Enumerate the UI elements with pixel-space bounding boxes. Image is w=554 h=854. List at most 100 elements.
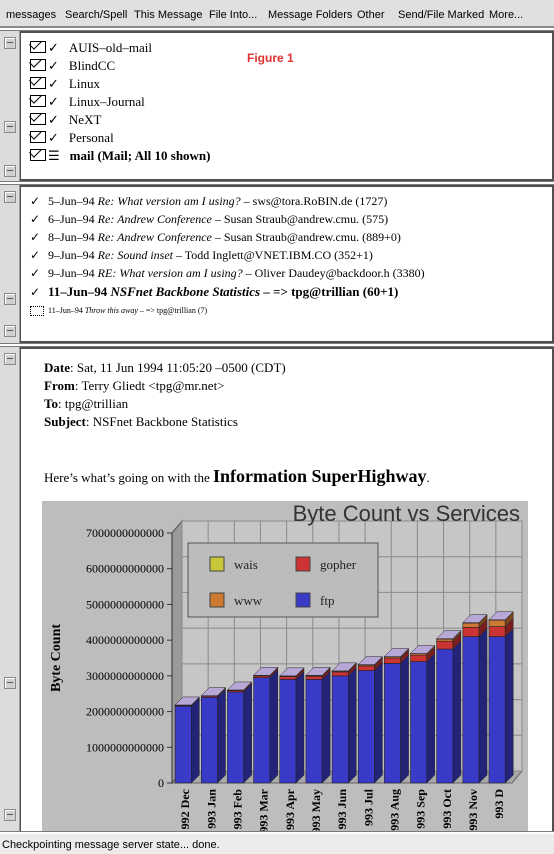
menu-other[interactable]: Other <box>357 9 385 21</box>
folder-item[interactable]: ✓ AUIS–old–mail <box>30 40 152 58</box>
folder-item[interactable]: ✓ Linux–Journal <box>30 94 145 112</box>
caption-date: 6–Jun–94 <box>48 212 95 226</box>
scroll-thumb[interactable] <box>4 191 16 203</box>
from-header: From: Terry Gliedt <tpg@mr.net> <box>44 378 225 393</box>
envelope-icon <box>30 149 46 161</box>
scroll-thumb[interactable] <box>4 293 16 305</box>
bar-segment-ftp <box>436 648 454 784</box>
bar-side-ftp <box>426 652 435 784</box>
legend-swatch-wais <box>209 556 225 572</box>
bar-segment-ftp <box>410 661 428 784</box>
envelope-icon <box>30 95 46 107</box>
y-tick-label: 4000000000000 <box>86 633 164 647</box>
folder-item[interactable]: ✓ NeXT <box>30 112 101 130</box>
x-tick-label: 993 Jun <box>335 789 349 830</box>
bar-segment-gopher <box>279 676 297 680</box>
folder-item[interactable]: ✓ Linux <box>30 76 100 94</box>
caption-date: 9–Jun–94 <box>48 266 95 280</box>
bar-side-ftp <box>452 640 462 784</box>
bar-side-ftp <box>348 667 357 784</box>
menu-search-spell[interactable]: Search/Spell <box>65 9 128 21</box>
bar-segment-www <box>436 638 454 642</box>
bar-side-ftp <box>191 697 200 784</box>
bar-top <box>383 648 410 657</box>
bar-segment-ftp <box>462 636 480 784</box>
y-tick-label: 7000000000000 <box>86 526 164 540</box>
caption-row[interactable]: ✓ 9–Jun–94 RE: What version am I using? –… <box>30 266 425 280</box>
caption-from: sws@tora.RoBIN.de (1727) <box>252 194 388 208</box>
caption-subject: Re: Andrew Conference <box>97 230 212 244</box>
bar-top <box>436 630 462 639</box>
bar-segment-ftp <box>200 696 218 784</box>
scroll-thumb[interactable] <box>4 165 16 177</box>
bar-segment-ftp <box>331 675 349 784</box>
check-icon: ✓ <box>30 285 41 299</box>
caption-row[interactable]: ✓ 8–Jun–94 Re: Andrew Conference – Susan … <box>30 230 401 244</box>
scroll-thumb[interactable] <box>4 677 16 689</box>
check-icon: ✓ <box>48 131 59 146</box>
x-tick-label: 993 Apr <box>283 788 297 830</box>
menu-this-message[interactable]: This Message <box>134 9 203 21</box>
check-icon: ✓ <box>30 230 41 244</box>
captions-pane: ✓ 5–Jun–94 Re: What version am I using? –… <box>0 184 554 344</box>
bar-side-ftp <box>243 683 252 784</box>
folder-scrollbar[interactable] <box>0 31 20 181</box>
list-icon: ☰ <box>48 149 60 164</box>
y-tick-label: 5000000000000 <box>86 597 164 611</box>
menu-more[interactable]: More... <box>489 9 524 21</box>
folder-item[interactable]: ☰ mail (Mail; All 10 shown) <box>30 148 211 166</box>
envelope-icon <box>30 131 46 143</box>
menu-send-file-marked[interactable]: Send/File Marked <box>398 9 485 21</box>
caption-row[interactable]: ✓ 5–Jun–94 Re: What version am I using? –… <box>30 194 388 208</box>
body-scrollbar[interactable] <box>0 347 20 831</box>
bar-segment-ftp <box>279 679 297 784</box>
y-tick-label: 3000000000000 <box>86 669 164 683</box>
scroll-thumb[interactable] <box>4 325 16 337</box>
legend-swatch-ftp <box>295 592 311 608</box>
scroll-thumb[interactable] <box>4 121 16 133</box>
figure-label: Figure 1 <box>247 51 294 65</box>
folder-label: Linux <box>68 76 100 91</box>
menu-file-into[interactable]: File Into... <box>209 9 258 21</box>
check-icon: ✓ <box>48 77 59 92</box>
captions-frame <box>20 185 554 343</box>
bar-top <box>409 645 436 654</box>
scroll-thumb[interactable] <box>4 353 16 365</box>
caption-row[interactable]: ✓ 6–Jun–94 Re: Andrew Conference – Susan … <box>30 212 389 226</box>
bar-segment-www <box>462 622 480 628</box>
folder-item[interactable]: ✓ BlindCC <box>30 58 115 76</box>
bar-top <box>357 656 384 665</box>
scroll-thumb[interactable] <box>4 37 16 49</box>
menu-message-folders[interactable]: Message Folders <box>268 9 353 21</box>
scroll-thumb[interactable] <box>4 809 16 821</box>
folder-item[interactable]: ✓ Personal <box>30 130 114 148</box>
caption-row[interactable]: 11–Jun–94 Throw this away – => tpg@trill… <box>30 306 207 317</box>
bar-segment-ftp <box>174 705 192 784</box>
caption-subject: Throw this away <box>84 306 138 315</box>
bar-segment-ftp <box>384 663 401 784</box>
captions-scrollbar[interactable] <box>0 185 20 343</box>
subject-header: Subject: NSFnet Backbone Statistics <box>44 414 238 429</box>
bar-side-ftp <box>321 670 331 784</box>
bar-side-ftp <box>374 661 383 784</box>
chart-title: Byte Count vs Services <box>293 501 520 526</box>
envelope-icon <box>30 113 46 125</box>
folder-label: Linux–Journal <box>68 94 145 109</box>
caption-date: 11–Jun–94 <box>48 284 108 299</box>
bar-top <box>488 611 514 621</box>
folder-label: AUIS–old–mail <box>68 40 152 55</box>
bar-segment-gopher <box>331 671 349 677</box>
menu-messages[interactable]: messages <box>6 9 57 21</box>
bar-side-ftp <box>400 654 409 784</box>
bar-top <box>174 696 200 706</box>
caption-from: Todd Inglett@VNET.IBM.CO (352+1) <box>184 248 373 262</box>
caption-subject: RE: What version am I using? <box>97 266 243 280</box>
chart: 0 1000000000000 2000000000000 3000000000000… <box>42 501 528 831</box>
bar-top <box>226 681 253 691</box>
check-icon: ✓ <box>48 113 59 128</box>
date-header: Date: Sat, 11 Jun 1994 11:05:20 –0500 (C… <box>44 360 286 375</box>
caption-row[interactable]: ✓ 11–Jun–94 NSFnet Backbone Statistics – … <box>30 284 399 299</box>
bar-segment-ftp <box>227 691 244 784</box>
caption-row[interactable]: ✓ 9–Jun–94 Re: Sound inset – Todd Inglett… <box>30 248 373 262</box>
unread-icon <box>30 306 44 317</box>
